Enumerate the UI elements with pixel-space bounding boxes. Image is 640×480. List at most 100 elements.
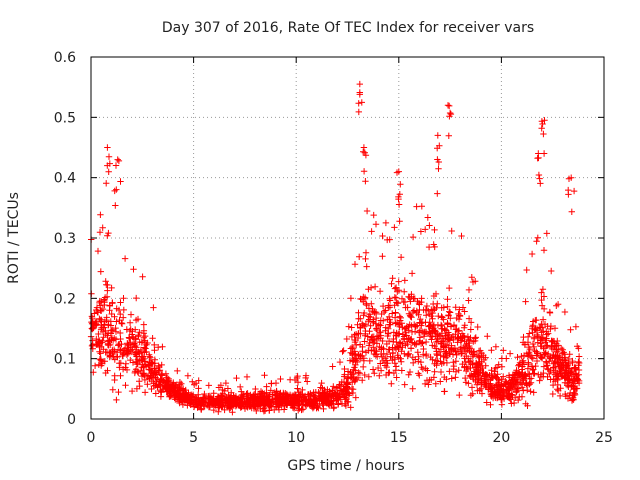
data-point <box>383 340 390 348</box>
data-point <box>404 304 411 311</box>
data-point <box>523 266 530 274</box>
data-point <box>361 322 368 330</box>
data-point <box>397 181 404 188</box>
data-point <box>510 375 518 382</box>
data-point <box>365 342 373 349</box>
data-point <box>133 344 140 351</box>
data-point <box>133 294 140 302</box>
data-point <box>111 313 118 320</box>
data-point <box>385 313 393 321</box>
data-point <box>304 378 311 385</box>
data-point <box>395 321 403 329</box>
data-point <box>413 203 420 210</box>
data-point <box>104 232 111 239</box>
data-point <box>94 247 102 255</box>
data-point <box>306 401 313 408</box>
data-point <box>465 297 472 304</box>
data-point <box>554 337 561 345</box>
data-point <box>458 350 465 357</box>
data-point <box>295 401 302 408</box>
data-point <box>393 338 400 346</box>
data-point <box>362 255 369 263</box>
data-point <box>377 317 384 324</box>
data-point <box>97 316 104 324</box>
data-point <box>368 228 375 235</box>
data-point <box>212 397 219 405</box>
data-point <box>538 302 546 309</box>
data-point <box>438 322 445 330</box>
data-point <box>553 346 560 353</box>
data-point <box>450 365 457 373</box>
data-point <box>95 330 102 338</box>
data-point <box>359 322 367 329</box>
data-point <box>352 357 359 364</box>
data-point <box>367 284 375 291</box>
data-point <box>538 125 545 132</box>
data-point <box>327 399 335 407</box>
data-point <box>107 318 114 325</box>
data-point <box>506 350 514 357</box>
data-point <box>443 340 451 348</box>
data-point <box>514 354 521 361</box>
data-point <box>484 372 491 379</box>
data-point <box>103 180 110 187</box>
data-point <box>405 334 413 342</box>
data-point <box>476 354 483 361</box>
data-point <box>111 187 118 195</box>
data-point <box>320 402 327 409</box>
data-point <box>136 382 143 390</box>
data-point <box>250 392 257 399</box>
data-point <box>473 359 480 367</box>
data-point <box>440 304 447 311</box>
data-point <box>399 324 406 331</box>
data-point <box>277 389 284 397</box>
data-point <box>540 130 547 138</box>
data-point <box>141 376 149 384</box>
data-point <box>395 201 403 208</box>
data-point <box>548 337 555 344</box>
data-point <box>556 354 563 361</box>
data-point <box>420 345 427 353</box>
data-point <box>370 319 377 326</box>
data-point <box>574 376 582 383</box>
data-point <box>423 377 431 384</box>
data-point <box>131 340 138 347</box>
data-point <box>122 382 129 389</box>
data-point <box>566 392 573 399</box>
data-point <box>529 366 536 374</box>
data-point <box>500 347 507 354</box>
data-point <box>292 398 300 405</box>
data-point <box>245 396 253 403</box>
data-point <box>426 328 433 335</box>
data-point <box>462 374 469 382</box>
data-point <box>539 120 546 128</box>
data-point <box>426 322 434 329</box>
data-point <box>415 299 423 307</box>
data-point <box>380 308 388 316</box>
data-point <box>174 367 181 375</box>
data-point <box>362 349 370 356</box>
x-tick-label: 25 <box>595 430 613 446</box>
data-point <box>360 168 368 175</box>
data-point <box>93 341 100 348</box>
data-point <box>424 214 431 221</box>
data-point <box>465 336 472 343</box>
data-point <box>117 310 124 318</box>
data-point <box>444 320 451 328</box>
data-point <box>518 381 526 388</box>
data-point <box>360 363 367 371</box>
data-point <box>282 396 290 403</box>
data-point <box>392 309 399 317</box>
data-point <box>363 207 371 215</box>
data-point <box>117 329 124 337</box>
data-point <box>105 168 112 175</box>
data-point <box>353 341 360 349</box>
data-point <box>201 403 208 410</box>
data-points <box>87 80 583 416</box>
data-point <box>492 364 499 372</box>
data-point <box>447 110 455 118</box>
data-point <box>491 368 498 375</box>
data-point <box>100 334 107 341</box>
data-point <box>197 405 205 412</box>
data-point <box>274 399 281 407</box>
